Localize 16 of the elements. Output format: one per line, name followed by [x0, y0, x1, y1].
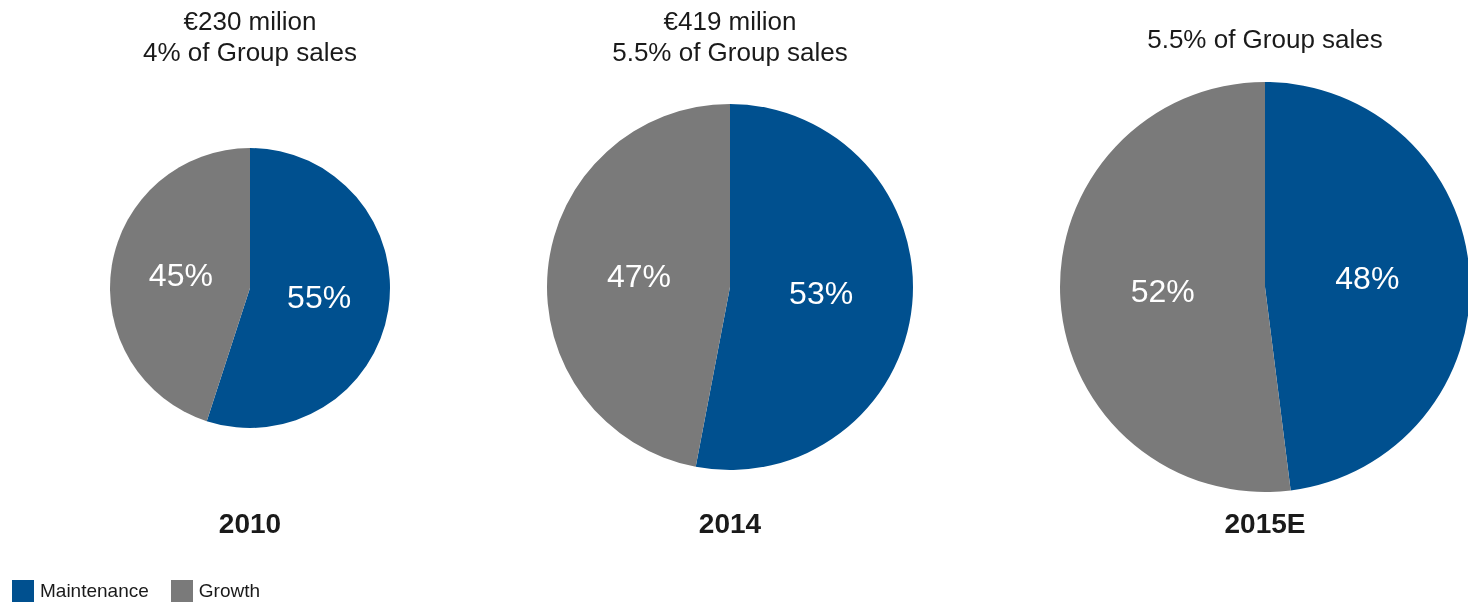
chart-title: €230 milion [182, 6, 318, 37]
data-label: 48% [1335, 260, 1400, 297]
chart-subtitle: 4% of Group sales [142, 37, 358, 68]
chart-subtitle: 5.5% of Group sales [611, 37, 849, 68]
text: 2014 [697, 508, 763, 540]
data-label: 45% [148, 256, 213, 293]
chart-title: €419 milion [662, 6, 798, 37]
data-label: 52% [1130, 273, 1195, 310]
data-label: 55% [287, 278, 352, 315]
text: 2010 [217, 508, 283, 540]
chart-subtitle: 5.5% of Group sales [1146, 24, 1384, 55]
data-label: 53% [789, 275, 854, 312]
legend-label: Growth [198, 580, 261, 602]
text: 2015E [1223, 508, 1307, 540]
data-label: 47% [606, 258, 671, 295]
legend-label: Maintenance [40, 580, 149, 602]
